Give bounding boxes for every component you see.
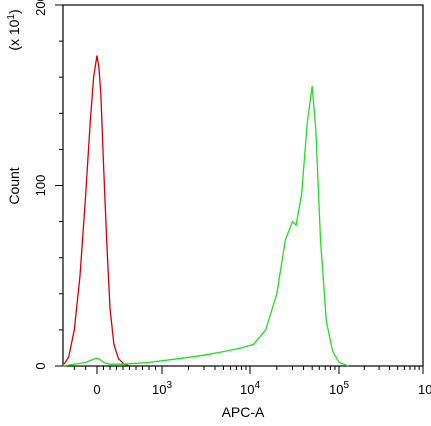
series-line-2	[62, 86, 349, 367]
plot-frame	[62, 4, 424, 367]
series-line-1	[63, 55, 130, 367]
y-axis-scale-note: (x 101)	[6, 9, 22, 50]
y-tick-label: 200	[33, 0, 48, 16]
x-tick-label: 0	[93, 382, 100, 397]
y-axis-ticks	[55, 4, 63, 367]
x-axis-tick-labels: 0 103 104 105 106	[93, 380, 431, 397]
y-tick-label: 100	[33, 175, 48, 197]
series-layer	[62, 55, 349, 367]
x-axis-title: APC-A	[222, 404, 265, 420]
y-axis-tick-labels: 0 100 200	[33, 0, 48, 370]
x-tick-label: 106	[418, 380, 431, 397]
y-tick-label: 0	[33, 362, 48, 369]
x-tick-label: 104	[240, 380, 260, 397]
x-tick-label: 105	[329, 380, 349, 397]
x-tick-label: 103	[152, 380, 172, 397]
x-axis-ticks	[73, 366, 424, 374]
y-axis-title: Count	[6, 167, 22, 204]
